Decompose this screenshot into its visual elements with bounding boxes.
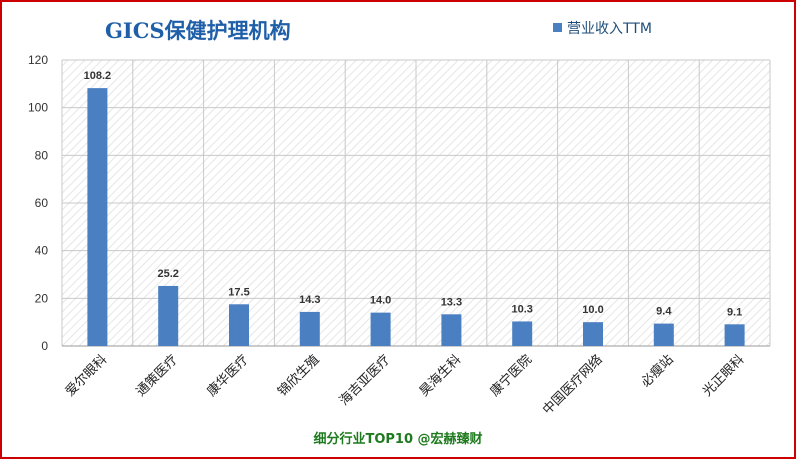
bar xyxy=(441,314,462,346)
bar xyxy=(512,321,533,346)
y-tick-label: 120 xyxy=(28,53,48,67)
bar xyxy=(299,311,320,346)
category-label: 中国医疗网络 xyxy=(539,352,605,418)
category-label: 必瘦站 xyxy=(638,352,677,391)
bars xyxy=(87,88,745,346)
bar xyxy=(87,88,108,346)
category-label: 光正眼科 xyxy=(700,352,747,399)
footer-credit: 细分行业TOP10 @宏赫臻财 xyxy=(313,431,482,447)
data-label: 17.5 xyxy=(228,286,249,298)
category-label: 锦欣生殖 xyxy=(275,352,323,400)
category-label: 昊海生科 xyxy=(417,352,464,399)
bar xyxy=(158,285,179,346)
bar xyxy=(583,322,603,346)
data-label: 14.0 xyxy=(370,295,391,307)
category-label: 康华医疗 xyxy=(204,352,252,400)
data-label: 25.2 xyxy=(157,268,178,280)
category-label: 通策医疗 xyxy=(133,352,181,400)
chart-title: GICS保健护理机构 xyxy=(105,18,291,43)
y-tick-label: 100 xyxy=(28,101,48,115)
y-tick-label: 0 xyxy=(41,339,48,353)
legend-swatch xyxy=(553,23,562,32)
y-tick-label: 60 xyxy=(35,196,49,210)
category-label: 康宁医院 xyxy=(487,352,535,400)
category-label: 海吉亚医疗 xyxy=(337,352,394,409)
gridlines xyxy=(61,59,771,347)
data-label: 10.0 xyxy=(582,304,603,316)
x-axis-categories: 爱尔眼科 通策医疗 康华医疗 锦欣生殖 海吉亚医疗 昊海生科 康宁医院 中国医疗网络 必瘦站 光正… xyxy=(63,352,748,418)
legend: 营业收入TTM xyxy=(553,21,652,37)
y-tick-label: 20 xyxy=(35,291,49,305)
data-label: 13.3 xyxy=(441,296,462,308)
y-tick-label: 80 xyxy=(35,148,49,162)
bar xyxy=(653,323,674,346)
y-tick-label: 40 xyxy=(35,244,49,258)
bar xyxy=(724,324,745,346)
data-label: 10.3 xyxy=(511,303,532,315)
data-label: 9.1 xyxy=(727,306,742,318)
bar xyxy=(370,312,391,346)
bar xyxy=(229,304,249,346)
legend-label: 营业收入TTM xyxy=(567,21,652,37)
data-labels: 108.2 25.2 17.5 14.3 14.0 13.3 10.3 10.0 9.4 9.1 xyxy=(84,70,743,318)
data-label: 14.3 xyxy=(299,294,320,306)
y-axis-ticks: 0 20 40 60 80 100 120 xyxy=(28,53,48,353)
data-label: 9.4 xyxy=(656,306,672,318)
data-label: 108.2 xyxy=(84,70,112,82)
category-label: 爱尔眼科 xyxy=(63,352,110,399)
